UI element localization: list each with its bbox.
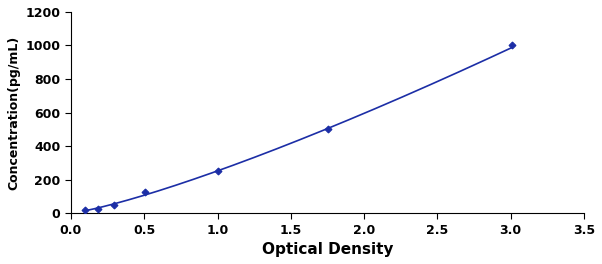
Y-axis label: Concentration(pg/mL): Concentration(pg/mL)	[7, 35, 20, 190]
X-axis label: Optical Density: Optical Density	[262, 242, 393, 257]
